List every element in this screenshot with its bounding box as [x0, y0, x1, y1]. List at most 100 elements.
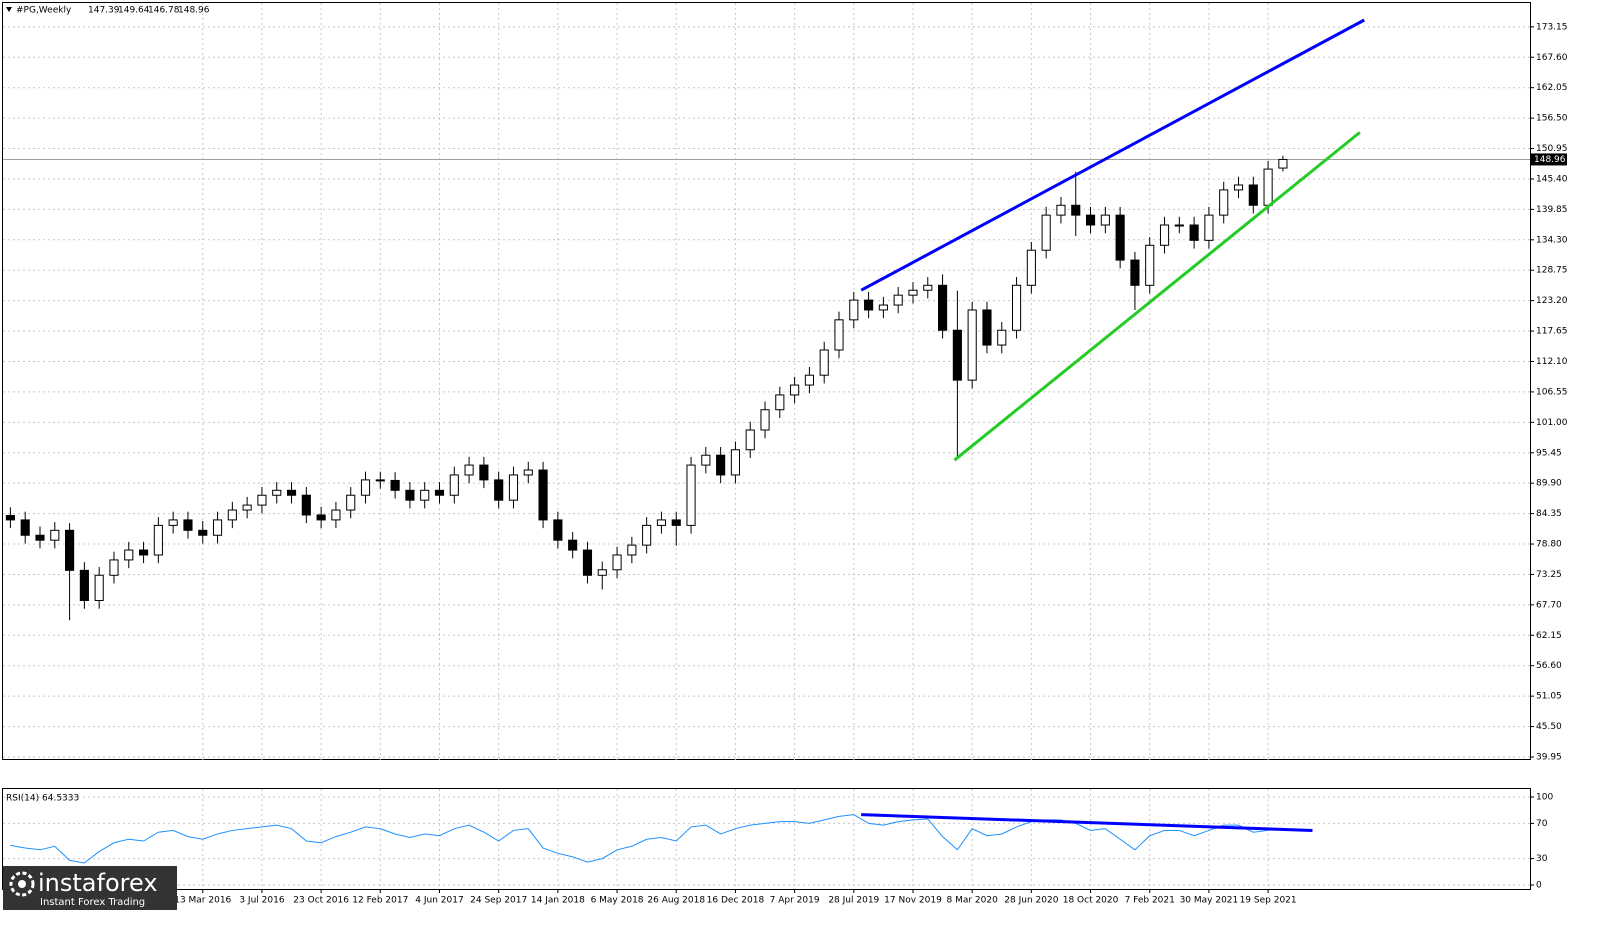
x-tick-label: 3 Jul 2016 — [239, 896, 284, 906]
y-tick-label: 134.30 — [1536, 235, 1568, 245]
candle-body — [656, 519, 667, 526]
candle-body — [834, 319, 844, 351]
trendline — [860, 18, 1365, 292]
candle-body — [109, 559, 119, 576]
candle-body — [227, 509, 237, 521]
candle-body — [272, 489, 282, 496]
x-tick-label: 18 Oct 2020 — [1063, 896, 1119, 906]
candle-body — [479, 464, 489, 481]
candle-body — [257, 494, 267, 506]
candle-body — [1041, 214, 1051, 251]
rsi-trendline — [861, 813, 1313, 832]
rsi-name: RSI(14) — [6, 794, 39, 804]
candle-body — [893, 294, 903, 306]
price-panel — [2, 2, 1531, 760]
y-tick-label: 89.90 — [1536, 479, 1562, 489]
x-tick-label: 16 Dec 2018 — [707, 896, 765, 906]
candle-body — [775, 394, 785, 411]
y-tick-label: 56.60 — [1536, 661, 1562, 671]
x-tick-label: 14 Jan 2018 — [531, 896, 585, 906]
candle-body — [538, 469, 548, 521]
candle-body — [79, 569, 89, 601]
x-tick-label: 17 Nov 2019 — [884, 896, 942, 906]
rsi-panel — [2, 788, 1531, 890]
candle-body — [908, 289, 918, 296]
candle-body — [1100, 214, 1110, 226]
x-tick-label: 8 Mar 2020 — [946, 896, 998, 906]
y-tick-label: 167.60 — [1536, 53, 1568, 63]
candle-body — [716, 454, 726, 476]
candle-body — [952, 329, 962, 381]
candle-body — [1248, 184, 1258, 206]
x-tick-label: 24 Sep 2017 — [470, 896, 527, 906]
x-tick-label: 30 May 2021 — [1180, 896, 1239, 906]
candle-body — [701, 454, 711, 466]
candle-body — [627, 544, 637, 556]
candle-body — [1130, 259, 1140, 286]
candle-body — [153, 524, 163, 556]
candle-body — [508, 474, 519, 501]
last-price-box — [1531, 153, 1567, 166]
candle-body — [849, 299, 859, 321]
y-tick-label: 84.35 — [1536, 509, 1562, 519]
candle-body — [494, 479, 504, 501]
candle-body — [1056, 204, 1066, 216]
y-tick-label: 123.20 — [1536, 296, 1568, 306]
x-tick-label: 12 Feb 2017 — [352, 896, 408, 906]
header-low: 146.78 — [148, 6, 180, 16]
x-tick-label: 28 Jun 2020 — [1004, 896, 1058, 906]
candle-body — [730, 449, 740, 476]
candle-body — [760, 409, 770, 431]
candle-body — [331, 509, 341, 521]
candle-body — [1071, 204, 1081, 216]
y-tick-label: 95.45 — [1536, 448, 1562, 458]
y-tick-label: 39.95 — [1536, 752, 1562, 762]
candle-body — [923, 284, 933, 291]
x-tick-label: 26 Aug 2018 — [647, 896, 705, 906]
y-tick-label: 150.95 — [1536, 144, 1568, 154]
candle-body — [50, 529, 60, 541]
rsi-y-tick-label: 100 — [1536, 793, 1553, 803]
y-tick-label: 162.05 — [1536, 83, 1568, 93]
trendline — [953, 131, 1361, 462]
y-tick-label: 128.75 — [1536, 266, 1568, 276]
y-tick-label: 117.65 — [1536, 327, 1568, 337]
watermark-brand: instaforex — [38, 869, 158, 897]
y-tick-label: 67.70 — [1536, 600, 1562, 610]
candle-body — [1233, 184, 1244, 191]
candle-body — [612, 554, 622, 571]
candle-body — [686, 464, 696, 526]
y-tick-label: 62.15 — [1536, 631, 1562, 641]
watermark-tagline: Instant Forex Trading — [40, 897, 145, 908]
candle-body — [124, 549, 134, 561]
x-tick-label: 23 Oct 2016 — [293, 896, 349, 906]
symbol: #PG,Weekly — [16, 6, 72, 16]
candle-body — [301, 494, 311, 516]
candle-body — [523, 469, 533, 476]
candle-body — [745, 429, 755, 451]
y-tick-label: 73.25 — [1536, 570, 1562, 580]
candle-body — [1263, 168, 1273, 206]
x-tick-label: 6 May 2018 — [591, 896, 644, 906]
y-tick-label: 139.85 — [1536, 205, 1568, 215]
candle-body — [405, 489, 415, 501]
candle-body — [286, 489, 297, 496]
candle-body — [346, 494, 356, 511]
candle-body — [790, 384, 800, 396]
candle-body — [1145, 244, 1155, 286]
rsi-last: 64.5333 — [42, 794, 79, 804]
candle-body — [1278, 158, 1288, 169]
y-tick-label: 51.05 — [1536, 692, 1562, 702]
watermark: instaforex Instant Forex Trading — [3, 866, 177, 910]
candle-body — [982, 309, 992, 346]
candle-body — [597, 569, 607, 576]
candle-body — [168, 519, 178, 526]
watermark-icon-core — [18, 880, 26, 888]
y-tick-label: 101.00 — [1536, 418, 1568, 428]
candle-body — [449, 474, 459, 496]
candle-body — [819, 349, 829, 376]
candle-body — [1204, 214, 1214, 241]
y-tick-label: 106.55 — [1536, 387, 1568, 397]
x-tick-label: 28 Jul 2019 — [828, 896, 879, 906]
